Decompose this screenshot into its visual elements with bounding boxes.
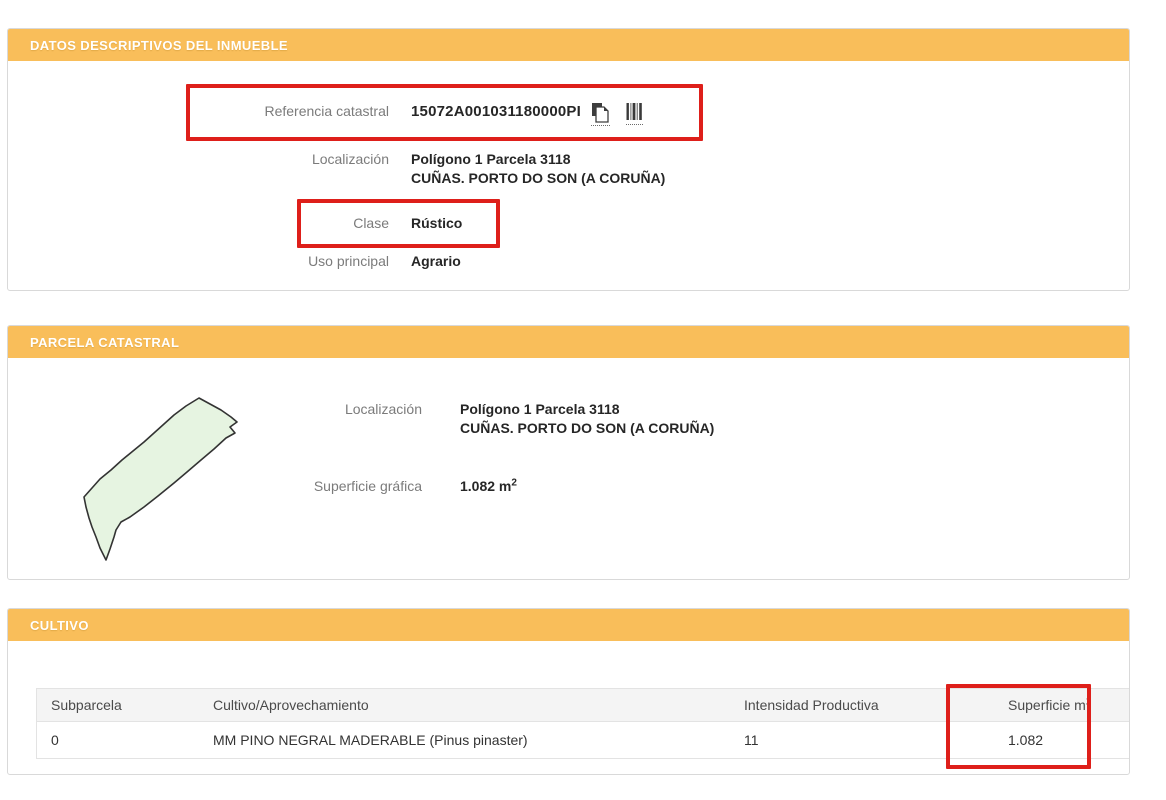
field-uso-principal: Uso principal Agrario: [8, 252, 1129, 271]
section-parcela-catastral: PARCELA CATASTRAL Localización Polígono …: [7, 325, 1130, 580]
section-header-datos-descriptivos: DATOS DESCRIPTIVOS DEL INMUEBLE: [8, 29, 1129, 61]
parcel-shape-figure: [8, 358, 280, 572]
cultivo-table-header-row: Subparcela Cultivo/Aprovechamiento Inten…: [36, 688, 1129, 722]
field-localizacion: Localización Polígono 1 Parcela 3118 CUÑ…: [8, 150, 1129, 188]
section-header-cultivo: CULTIVO: [8, 609, 1129, 641]
superficie-grafica-sup: 2: [511, 477, 517, 489]
parcel-fields: Localización Polígono 1 Parcela 3118 CUÑ…: [280, 358, 715, 572]
table-row: 0 MM PINO NEGRAL MADERABLE (Pinus pinast…: [36, 721, 1129, 759]
localizacion-line2: CUÑAS. PORTO DO SON (A CORUÑA): [460, 420, 715, 436]
clase-value: Rústico: [411, 215, 463, 231]
column-header-superficie: Superficie m2: [994, 688, 1129, 722]
cell-cultivo: MM PINO NEGRAL MADERABLE (Pinus pinaster…: [199, 721, 730, 759]
parcel-outline-map: [83, 397, 238, 561]
cultivo-table: Subparcela Cultivo/Aprovechamiento Inten…: [36, 688, 1129, 759]
copy-document-icon[interactable]: [591, 102, 610, 126]
field-superficie-grafica: Superficie gráfica 1.082 m2: [280, 477, 714, 496]
section-title: CULTIVO: [30, 617, 89, 633]
superficie-header-sup: 2: [1085, 696, 1092, 708]
localizacion-line1: Polígono 1 Parcela 3118: [411, 151, 571, 167]
section-title: PARCELA CATASTRAL: [30, 334, 180, 350]
field-label: Uso principal: [308, 253, 389, 269]
cell-subparcela: 0: [36, 721, 199, 759]
field-referencia-catastral: Referencia catastral 15072A001031180000P…: [8, 102, 1129, 126]
cell-intensidad: 11: [730, 721, 994, 759]
section-datos-descriptivos: DATOS DESCRIPTIVOS DEL INMUEBLE Referenc…: [7, 28, 1130, 291]
column-header-intensidad: Intensidad Productiva: [730, 688, 994, 722]
field-label: Localización: [344, 401, 422, 417]
field-label: Superficie gráfica: [313, 478, 422, 494]
column-header-cultivo: Cultivo/Aprovechamiento: [199, 688, 730, 722]
section-cultivo: CULTIVO Subparcela Cultivo/Aprovechamien…: [7, 608, 1130, 775]
barcode-icon[interactable]: [626, 102, 643, 125]
localizacion-value: Polígono 1 Parcela 3118 CUÑAS. PORTO DO …: [460, 400, 714, 438]
section-header-parcela-catastral: PARCELA CATASTRAL: [8, 326, 1129, 358]
localizacion-line2: CUÑAS. PORTO DO SON (A CORUÑA): [411, 170, 666, 186]
superficie-grafica-value: 1.082 m2: [460, 477, 517, 496]
localizacion-line1: Polígono 1 Parcela 3118: [460, 401, 620, 417]
cell-superficie: 1.082: [994, 721, 1129, 759]
field-clase: Clase Rústico: [8, 214, 1129, 233]
field-label: Localización: [311, 151, 389, 167]
section-body: Localización Polígono 1 Parcela 3118 CUÑ…: [8, 358, 1129, 572]
field-label: Clase: [353, 215, 389, 231]
section-body: Referencia catastral 15072A001031180000P…: [8, 61, 1129, 271]
section-title: DATOS DESCRIPTIVOS DEL INMUEBLE: [30, 37, 288, 53]
column-header-subparcela: Subparcela: [36, 688, 199, 722]
uso-principal-value: Agrario: [411, 253, 461, 269]
superficie-header-text: Superficie m: [1008, 697, 1086, 713]
referencia-catastral-value: 15072A001031180000PI: [411, 102, 643, 126]
localizacion-value: Polígono 1 Parcela 3118 CUÑAS. PORTO DO …: [411, 150, 665, 188]
referencia-catastral-text: 15072A001031180000PI: [411, 103, 581, 120]
field-label: Referencia catastral: [264, 103, 389, 119]
superficie-grafica-number: 1.082 m: [460, 478, 512, 494]
field-localizacion: Localización Polígono 1 Parcela 3118 CUÑ…: [280, 400, 714, 438]
